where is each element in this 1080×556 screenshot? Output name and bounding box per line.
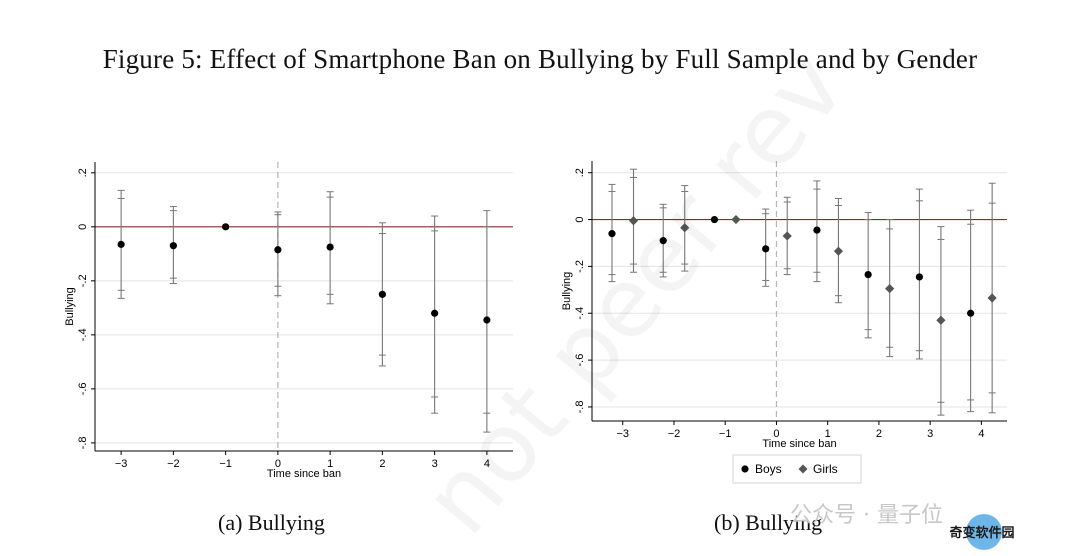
legend: Boys Girls (732, 454, 862, 484)
x-tick-label: −1 (719, 428, 732, 440)
logo-circle (966, 514, 1002, 550)
y-tick-label: -.6 (77, 382, 89, 395)
y-tick-label: -.4 (574, 307, 586, 320)
panel-a-chart: .2 0 -.2 -.4 -.6 -.8 −3 −2 −1 0 1 2 3 4 Time since ban… (64, 162, 513, 480)
point-marker-estimate (431, 309, 439, 317)
point-marker-estimate (378, 290, 386, 298)
point-marker-boys (710, 215, 719, 224)
x-tick-label: 3 (432, 458, 438, 470)
x-tick-label: 4 (484, 458, 490, 470)
watermark-wechat-text: 公众号 · 量子位 (790, 503, 943, 528)
point-marker-girls (833, 246, 844, 256)
point-marker-boys (659, 237, 667, 245)
point-marker-girls (936, 315, 946, 325)
point-marker-boys (608, 230, 616, 238)
x-tick-label: 1 (327, 458, 333, 470)
x-tick-label: 0 (773, 428, 779, 440)
point-marker-boys (813, 226, 821, 234)
x-tick-label: −1 (219, 458, 232, 470)
caption-b: (b) Bullying (714, 510, 823, 535)
y-tick-label: -.4 (77, 328, 89, 341)
y-tick-label: 0 (77, 224, 89, 230)
legend-label-girls: Girls (813, 462, 838, 476)
point-marker-girls (731, 214, 741, 225)
legend-marker-girls (798, 464, 808, 474)
legend-box (732, 454, 862, 484)
legend-label-boys: Boys (755, 462, 782, 476)
point-marker-boys (915, 273, 923, 281)
point-marker-girls (680, 223, 690, 233)
point-marker-estimate (483, 316, 491, 324)
x-axis-title: Time since ban (267, 468, 341, 480)
point-marker-girls (628, 216, 639, 226)
y-tick-label: 0 (574, 216, 586, 222)
x-tick-label: −3 (115, 458, 128, 470)
point-marker-girls (885, 284, 895, 294)
x-tick-label: −2 (167, 458, 180, 470)
x-axis-title: Time since ban (762, 438, 836, 450)
y-axis-title: Bullying (561, 272, 573, 311)
x-tick-label: 1 (825, 428, 831, 440)
y-tick-label: .2 (574, 168, 586, 177)
point-marker-estimate (274, 246, 282, 254)
point-marker-girls (987, 293, 997, 303)
y-axis-title: Bullying (64, 287, 76, 326)
y-tick-label: -.2 (574, 260, 586, 273)
x-tick-label: −2 (668, 428, 681, 440)
point-marker-boys (967, 309, 975, 317)
x-tick-label: −3 (616, 428, 629, 440)
point-marker-girls (782, 231, 792, 241)
point-marker-estimate (326, 243, 334, 251)
point-marker-boys (762, 245, 770, 253)
y-tick-label: .2 (77, 168, 89, 177)
point-marker-boys (864, 271, 872, 279)
watermark-logo-text: 奇变软件园 (949, 526, 1015, 541)
panel-b-chart: .2 0 -.2 -.4 -.6 -.8 −3 −2 −1 0 1 2 3 4 Time since ban… (561, 161, 1007, 484)
caption-a: (a) Bullying (218, 510, 325, 535)
x-tick-label: 2 (379, 458, 385, 470)
x-tick-label: 4 (978, 428, 984, 440)
x-tick-label: 2 (876, 428, 882, 440)
y-tick-label: -.8 (574, 401, 586, 414)
point-marker-estimate (222, 223, 230, 231)
y-tick-label: -.2 (77, 274, 89, 287)
y-tick-label: -.6 (574, 354, 586, 367)
legend-marker-boys (741, 465, 749, 473)
y-tick-label: -.8 (77, 436, 89, 449)
watermark-logo: 奇变软件园 (944, 512, 1020, 552)
point-marker-estimate (169, 242, 177, 250)
x-tick-label: 3 (927, 428, 933, 440)
point-marker-estimate (117, 240, 125, 248)
figure-title: Figure 5: Effect of Smartphone Ban on Bu… (102, 44, 978, 74)
x-tick-label: 0 (275, 458, 281, 470)
